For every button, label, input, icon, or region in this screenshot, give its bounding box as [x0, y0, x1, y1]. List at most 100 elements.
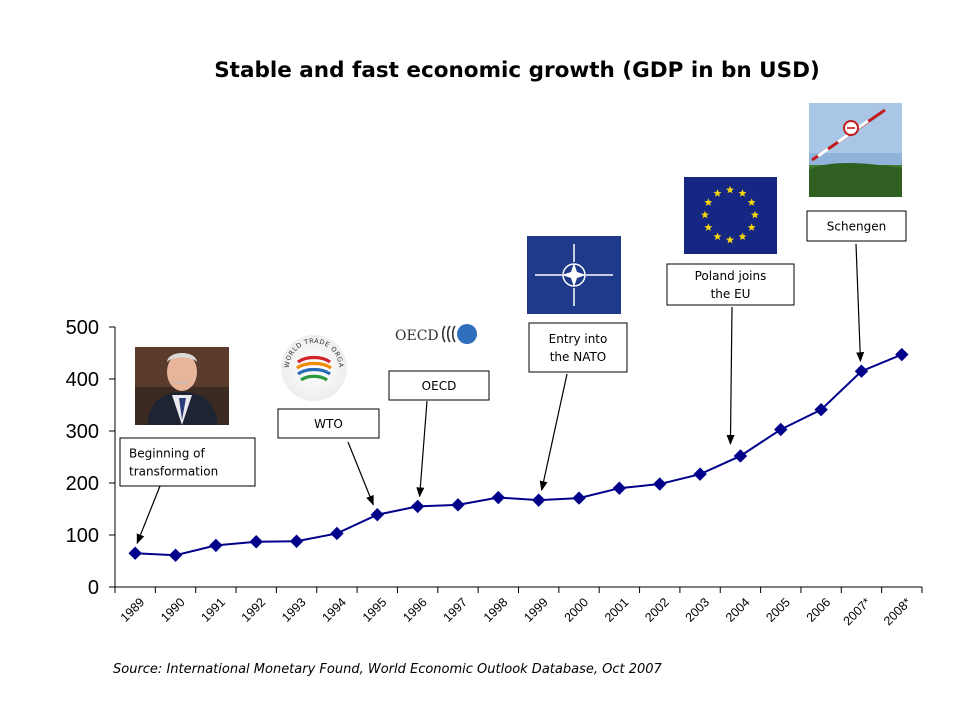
annotation-box	[119, 437, 256, 487]
annotation-callout: WTO	[277, 408, 380, 506]
data-point	[733, 449, 748, 463]
x-tick-label: 1994	[319, 595, 349, 625]
annotation-arrow	[539, 373, 568, 492]
annotation-box	[666, 263, 795, 306]
x-tick-label: 2001	[602, 595, 632, 625]
data-point	[249, 535, 263, 549]
y-axis: 0 100 200 300 400 500	[66, 317, 116, 599]
data-point	[693, 467, 707, 481]
eu-flag-star	[726, 235, 734, 244]
x-tick-label: 1989	[118, 595, 148, 625]
annotations: Beginning of transformation WTO OECD Entry i…	[119, 210, 907, 545]
annotation-arrow	[416, 400, 428, 498]
gdp-series	[128, 347, 909, 562]
schengen-border-barrier	[809, 103, 902, 197]
annotation-box	[388, 370, 490, 401]
annotation-arrow	[347, 441, 374, 506]
data-point	[895, 347, 909, 362]
eu-flag-star	[747, 223, 756, 231]
x-tick-label: 2008*	[881, 595, 914, 628]
eu-flag-star	[726, 185, 734, 194]
eu-flag-star	[747, 198, 756, 206]
x-tick-label: 2007*	[841, 595, 874, 628]
annotation-label: the NATO	[550, 350, 607, 364]
x-tick-label: 2002	[642, 595, 672, 625]
data-point	[370, 508, 384, 522]
data-point	[612, 481, 627, 495]
annotation-label: transformation	[129, 465, 218, 479]
annotation-label: OECD	[422, 379, 457, 393]
oecd-logo: OECD	[395, 324, 477, 344]
eu-flag-star	[701, 210, 709, 219]
data-point	[410, 499, 425, 514]
gdp-series-line	[135, 353, 903, 557]
wto-logo: WORLD TRADE ORGANIZATION	[0, 0, 347, 401]
data-point	[330, 526, 344, 541]
data-point	[531, 493, 546, 507]
x-tick-label: 1999	[521, 595, 551, 625]
x-tick-label: 1993	[279, 595, 309, 625]
annotation-label: the EU	[711, 287, 751, 301]
annotation-label: WTO	[314, 417, 343, 431]
x-tick-label: 1990	[158, 595, 188, 625]
annotation-label: Schengen	[827, 220, 886, 234]
source-note: Source: International Monetary Found, Wo…	[113, 662, 662, 677]
x-axis: 1989 1990 1991 1992 1993 1994 1995 1996 1997 1998…	[114, 586, 923, 628]
x-tick-label: 2005	[763, 595, 793, 625]
annotation-callout: Entry into the NATO	[528, 322, 628, 492]
x-tick-label: 2004	[723, 595, 753, 625]
annotation-arrow	[726, 306, 735, 445]
lech-walesa-portrait	[135, 347, 229, 425]
x-tick-label: 1998	[481, 595, 511, 625]
y-tick-label: 200	[66, 473, 99, 495]
annotation-arrow	[136, 485, 161, 545]
annotation-box	[277, 408, 380, 439]
x-tick-label: 1995	[360, 595, 390, 625]
eu-flag-star	[713, 189, 722, 197]
x-tick-label: 2003	[683, 595, 713, 625]
annotation-box	[528, 322, 628, 373]
data-point	[491, 490, 506, 505]
y-tick-label: 100	[66, 525, 99, 547]
annotation-label: Beginning of	[129, 447, 205, 461]
annotation-callout: Poland joins the EU	[666, 263, 795, 445]
data-point	[209, 538, 223, 553]
data-point	[653, 477, 667, 491]
nato-flag	[527, 236, 621, 314]
data-point	[128, 546, 142, 560]
eu-flag-star	[751, 210, 759, 219]
svg-text:WORLD TRADE ORGANIZATION: WORLD TRADE ORGANIZATION	[0, 0, 345, 368]
y-tick-label: 0	[88, 577, 99, 599]
wto-ring-text: WORLD TRADE ORGANIZATION	[0, 0, 345, 368]
eu-flag-star	[738, 232, 747, 240]
data-point	[451, 498, 465, 512]
x-tick-label: 2006	[804, 595, 834, 625]
y-tick-label: 400	[66, 369, 99, 391]
data-point	[814, 402, 828, 417]
eu-flag-star	[704, 198, 713, 206]
x-tick-label: 1991	[198, 595, 228, 625]
x-tick-label: 1997	[441, 595, 471, 625]
annotation-arrow	[855, 243, 865, 363]
x-tick-label: 2000	[562, 595, 592, 625]
annotation-box	[806, 210, 907, 242]
eu-flag-star	[738, 189, 747, 197]
y-tick-label: 500	[66, 317, 99, 339]
oecd-logo-text: OECD	[395, 328, 439, 344]
annotation-label: Poland joins	[695, 269, 767, 283]
chart-title: Stable and fast economic growth (GDP in …	[214, 58, 820, 83]
eu-flag-star	[704, 223, 713, 231]
eu-flag-star	[713, 232, 722, 240]
x-tick-label: 1996	[400, 595, 430, 625]
data-point	[572, 491, 586, 505]
data-point	[289, 534, 304, 548]
x-tick-label: 1992	[239, 595, 269, 625]
eu-flag	[684, 177, 777, 254]
annotation-label: Entry into	[549, 332, 608, 346]
data-point	[774, 422, 788, 437]
annotation-callout: Beginning of transformation	[119, 437, 256, 545]
annotation-callout: OECD	[388, 370, 490, 498]
annotation-callout: Schengen	[806, 210, 907, 363]
y-tick-label: 300	[66, 421, 99, 443]
